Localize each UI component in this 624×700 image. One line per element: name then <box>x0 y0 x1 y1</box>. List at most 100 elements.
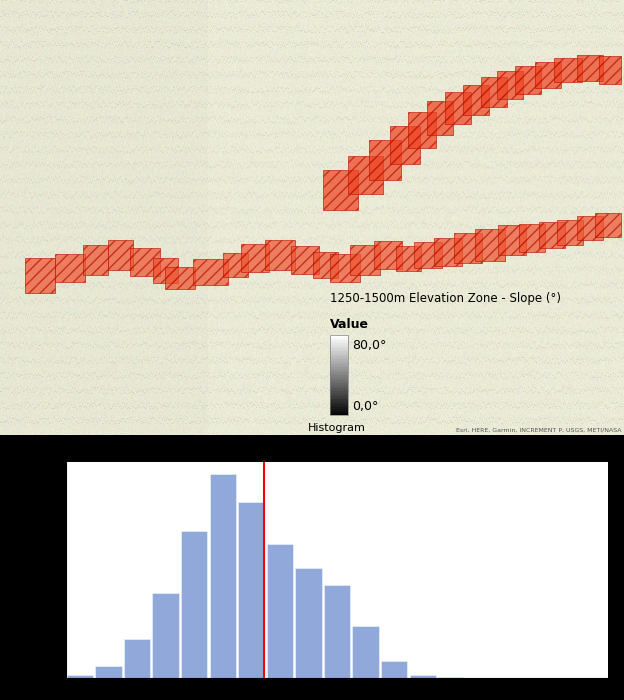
Bar <box>350 245 380 275</box>
Bar <box>515 66 541 94</box>
Text: 0,0°: 0,0° <box>352 400 378 414</box>
Bar <box>330 346 348 348</box>
Bar <box>165 267 195 289</box>
Bar <box>330 375 348 377</box>
Bar <box>330 385 348 386</box>
Bar <box>330 354 348 356</box>
Bar <box>55 254 85 282</box>
Bar <box>330 361 348 363</box>
Bar <box>427 101 453 135</box>
Bar <box>595 214 621 237</box>
Bar <box>330 254 360 282</box>
Bar <box>330 407 348 409</box>
Bar <box>330 414 348 415</box>
Bar <box>454 233 482 263</box>
Bar <box>330 384 348 385</box>
Bar <box>330 370 348 372</box>
Bar <box>409 675 436 678</box>
Bar <box>266 544 293 678</box>
Bar <box>25 258 55 293</box>
Bar <box>445 92 471 124</box>
Bar <box>557 220 583 245</box>
Bar <box>577 216 603 240</box>
Bar <box>265 240 295 270</box>
Bar <box>330 335 348 337</box>
Bar <box>369 140 401 180</box>
Bar <box>330 393 348 395</box>
Bar <box>519 224 545 252</box>
Bar <box>330 337 348 339</box>
Bar <box>330 358 348 359</box>
Bar <box>475 229 505 261</box>
Bar <box>210 475 236 678</box>
Bar <box>330 374 348 375</box>
Bar <box>497 71 523 99</box>
Bar <box>295 568 321 678</box>
Bar <box>330 368 348 369</box>
Bar <box>408 112 436 148</box>
Bar <box>330 391 348 393</box>
Bar <box>130 248 160 276</box>
Bar <box>223 253 248 277</box>
Bar <box>291 246 319 274</box>
Bar <box>330 395 348 396</box>
Bar <box>330 365 348 368</box>
Bar <box>330 406 348 407</box>
Bar <box>238 502 265 678</box>
Bar <box>241 244 269 272</box>
Bar <box>95 666 122 678</box>
Text: 80,0°: 80,0° <box>352 340 386 352</box>
Bar <box>330 400 348 401</box>
Bar <box>481 77 507 107</box>
Bar <box>599 56 621 84</box>
Bar <box>330 351 348 353</box>
Bar <box>330 382 348 384</box>
Bar <box>330 342 348 343</box>
Bar <box>535 62 561 88</box>
Bar <box>330 380 348 382</box>
Bar <box>577 55 603 81</box>
Bar <box>324 585 350 678</box>
Bar <box>330 402 348 404</box>
Bar <box>152 258 177 283</box>
Text: Value: Value <box>330 318 369 331</box>
Bar <box>434 238 462 266</box>
Bar <box>82 245 107 275</box>
Text: Esri, HERE, Garmin, INCREMENT P, USGS, METI/NASA: Esri, HERE, Garmin, INCREMENT P, USGS, M… <box>457 428 622 433</box>
Bar <box>330 386 348 389</box>
Bar <box>381 662 407 678</box>
Bar <box>330 353 348 354</box>
Bar <box>67 675 93 678</box>
Bar <box>330 363 348 364</box>
Bar <box>330 412 348 414</box>
Bar <box>124 638 150 678</box>
Bar <box>414 242 442 268</box>
Bar <box>498 225 526 256</box>
Bar <box>330 359 348 361</box>
Bar <box>330 379 348 380</box>
Text: 1250-1500m Elevation Zone - Slope (°): 1250-1500m Elevation Zone - Slope (°) <box>330 293 561 305</box>
Bar <box>330 339 348 340</box>
Bar <box>330 372 348 374</box>
Bar <box>330 356 348 358</box>
Bar <box>181 531 207 678</box>
Bar <box>330 340 348 342</box>
Title: Histogram
Slope in Degrees, 1500m Elevation Zone, 10x10m
Average Slope (°): 32.3: Histogram Slope in Degrees, 1500m Elevat… <box>197 424 477 460</box>
Bar <box>330 364 348 365</box>
Bar <box>330 343 348 345</box>
Bar <box>192 259 228 286</box>
Bar <box>152 594 178 678</box>
Bar <box>348 156 383 194</box>
Bar <box>463 85 489 115</box>
Bar <box>330 411 348 412</box>
Bar <box>353 626 379 678</box>
Bar <box>554 58 582 82</box>
Bar <box>330 401 348 402</box>
Bar <box>330 350 348 351</box>
Bar <box>374 241 402 270</box>
Bar <box>396 246 421 271</box>
Bar <box>330 404 348 406</box>
Bar <box>330 390 348 391</box>
Bar <box>323 170 358 210</box>
Bar <box>330 335 348 415</box>
